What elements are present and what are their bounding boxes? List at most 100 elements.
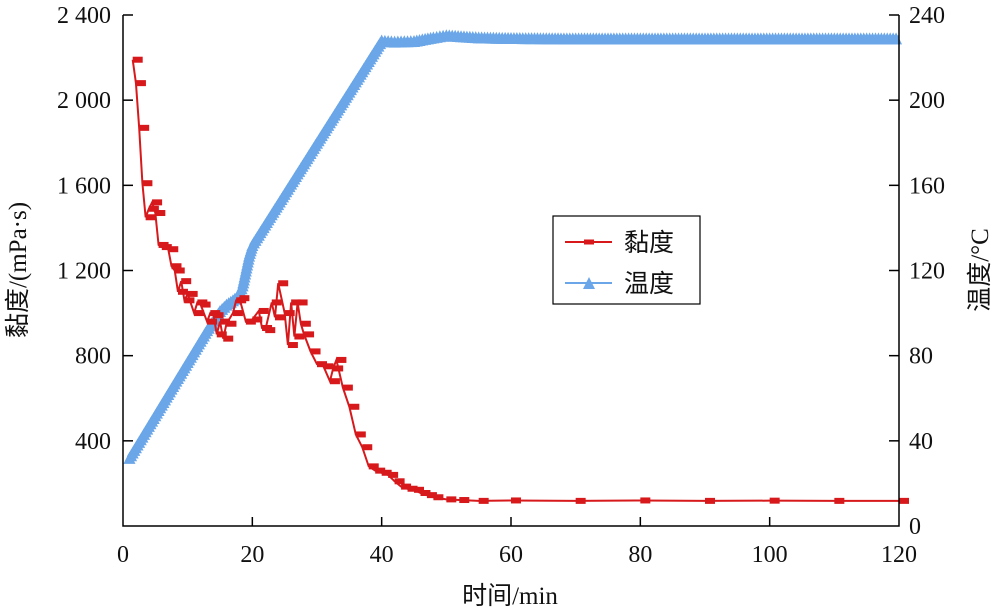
data-point — [300, 320, 311, 327]
data-point — [135, 80, 146, 87]
data-point — [420, 489, 431, 496]
x-tick-label: 120 — [881, 542, 917, 568]
data-point — [317, 361, 327, 368]
data-point — [459, 497, 470, 504]
data-point — [304, 331, 315, 338]
legend-box — [552, 215, 701, 305]
data-point — [232, 310, 243, 317]
data-point — [705, 497, 715, 504]
data-point — [245, 318, 256, 325]
data-point — [401, 483, 412, 490]
data-point — [640, 497, 651, 504]
data-point — [174, 267, 185, 274]
data-point — [446, 496, 457, 503]
y2-tick-label: 240 — [909, 3, 945, 29]
y-tick-label: 2 000 — [57, 88, 111, 114]
data-point — [223, 335, 234, 342]
legend: 黏度 温度 — [552, 215, 701, 305]
x-tick-label: 100 — [752, 542, 788, 568]
data-point — [252, 316, 263, 323]
data-point — [220, 318, 230, 325]
data-point — [355, 431, 366, 438]
data-point — [161, 244, 172, 251]
data-point — [294, 333, 305, 340]
data-point — [381, 469, 392, 476]
data-point — [362, 444, 373, 451]
data-point — [511, 497, 521, 504]
data-point — [139, 124, 150, 131]
x-tick-label: 0 — [117, 542, 129, 568]
y2-axis-label: 温度/°C — [966, 228, 994, 312]
data-point — [181, 278, 192, 285]
data-point — [284, 310, 295, 317]
data-point — [310, 348, 321, 355]
data-point — [834, 497, 845, 504]
series-temperature — [123, 29, 903, 464]
data-point — [368, 463, 379, 470]
data-point — [414, 486, 424, 493]
data-point — [287, 342, 298, 349]
x-tick-label: 40 — [370, 542, 394, 568]
data-point — [152, 199, 163, 206]
y-tick-label: 1 200 — [57, 259, 111, 285]
y2-tick-label: 120 — [909, 259, 945, 285]
y-axis-label: 黏度/(mPa·s) — [4, 202, 32, 338]
data-point — [194, 310, 205, 317]
data-point — [375, 467, 386, 474]
y-tick-label: 2 400 — [57, 3, 111, 29]
data-point — [323, 363, 334, 370]
y2-tick-label: 0 — [909, 514, 921, 540]
data-point — [426, 492, 437, 499]
data-point — [388, 471, 399, 478]
data-point — [207, 318, 218, 325]
data-point — [213, 312, 224, 319]
data-point — [478, 497, 489, 504]
x-axis-label: 时间/min — [462, 582, 558, 610]
data-point — [258, 307, 269, 314]
data-point — [297, 299, 308, 306]
data-point — [407, 485, 418, 492]
data-point — [769, 497, 780, 504]
data-point — [239, 295, 250, 302]
legend-marker-viscosity — [584, 239, 594, 245]
data-point — [226, 320, 237, 327]
y-tick-label: 800 — [75, 344, 111, 370]
series-line — [126, 32, 899, 460]
x-tick-label: 20 — [240, 542, 264, 568]
data-point — [171, 263, 182, 270]
data-point — [291, 299, 302, 306]
y-tick-label: 400 — [75, 429, 111, 455]
data-point — [200, 301, 211, 308]
data-point — [333, 365, 344, 372]
data-point — [329, 378, 340, 385]
series-viscosity — [131, 56, 909, 504]
data-point — [265, 327, 276, 334]
data-point — [575, 497, 586, 504]
data-point — [433, 494, 444, 501]
y-tick-label: 1 600 — [57, 173, 111, 199]
data-point — [184, 297, 195, 304]
data-point — [271, 299, 282, 306]
data-point — [394, 478, 405, 485]
legend-marker-temperature — [583, 277, 595, 289]
data-point — [342, 384, 353, 391]
data-point — [278, 280, 289, 287]
data-point — [336, 356, 347, 363]
y2-tick-label: 80 — [909, 344, 933, 370]
x-tick-label: 60 — [499, 542, 523, 568]
data-point — [899, 497, 909, 504]
y2-tick-label: 200 — [909, 88, 945, 114]
legend-label-temperature: 温度 — [624, 270, 674, 298]
data-point — [132, 56, 143, 63]
data-point — [145, 214, 156, 221]
axis-frame — [122, 15, 900, 527]
data-point — [155, 210, 166, 217]
legend-label-viscosity: 黏度 — [624, 229, 674, 257]
data-point — [168, 246, 179, 253]
data-point — [274, 314, 285, 321]
data-point — [148, 205, 159, 212]
y2-tick-label: 40 — [909, 429, 933, 455]
x-tick-label: 80 — [628, 542, 652, 568]
data-point — [349, 403, 360, 410]
